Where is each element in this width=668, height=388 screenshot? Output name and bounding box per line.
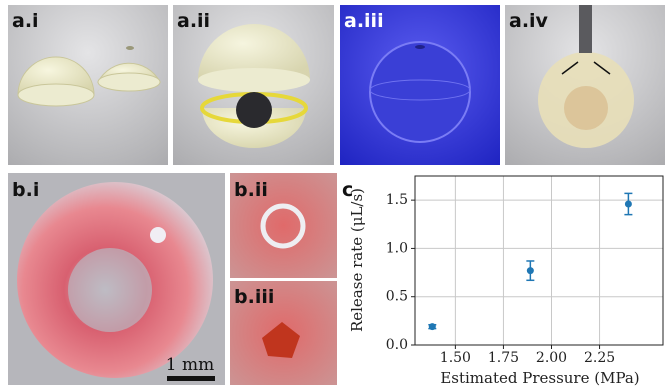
x-tick-label: 1.75 — [488, 350, 519, 366]
panel-label: b.i — [12, 179, 39, 201]
panel-a-iv: a.iv — [505, 5, 665, 165]
x-tick-label: 1.50 — [440, 350, 471, 366]
panel-b-i: 1 mm b.i — [8, 173, 225, 385]
panel-label: b.ii — [234, 179, 268, 201]
figure: a.i a.ii a.iii a.iv 1 mm b.i — [0, 0, 668, 388]
x-tick-label: 2.25 — [584, 350, 615, 366]
x-axis-title: Estimated Pressure (MPa) — [440, 369, 639, 387]
panel-label: a.iii — [344, 10, 384, 32]
x-tick-label: 2.00 — [536, 350, 567, 366]
panel-label: a.i — [12, 10, 39, 32]
panel-a-i: a.i — [8, 5, 168, 165]
y-axis-title: Release rate (μL/s) — [348, 188, 366, 332]
data-point — [527, 267, 534, 274]
y-tick-label: 1.0 — [386, 240, 408, 256]
panel-label: a.iv — [509, 10, 549, 32]
data-point — [625, 201, 632, 208]
scale-bar-label: 1 mm — [166, 355, 214, 375]
panel-b-ii: b.ii — [230, 173, 337, 278]
y-tick-label: 0.5 — [386, 289, 408, 305]
plot-frame — [415, 176, 663, 345]
y-tick-label: 1.5 — [386, 192, 408, 208]
y-tick-label: 0.0 — [386, 337, 408, 353]
panel-label: a.ii — [177, 10, 210, 32]
chart: 1.50 1.75 2.00 2.25 0.0 0.5 1.0 1.5 — [386, 176, 663, 366]
data-point — [429, 323, 436, 330]
panel-b-iii: b.iii — [230, 281, 337, 385]
panel-a-ii: a.ii — [173, 5, 334, 165]
panel-a-iii: a.iii — [340, 5, 500, 165]
panel-label: b.iii — [234, 286, 274, 308]
